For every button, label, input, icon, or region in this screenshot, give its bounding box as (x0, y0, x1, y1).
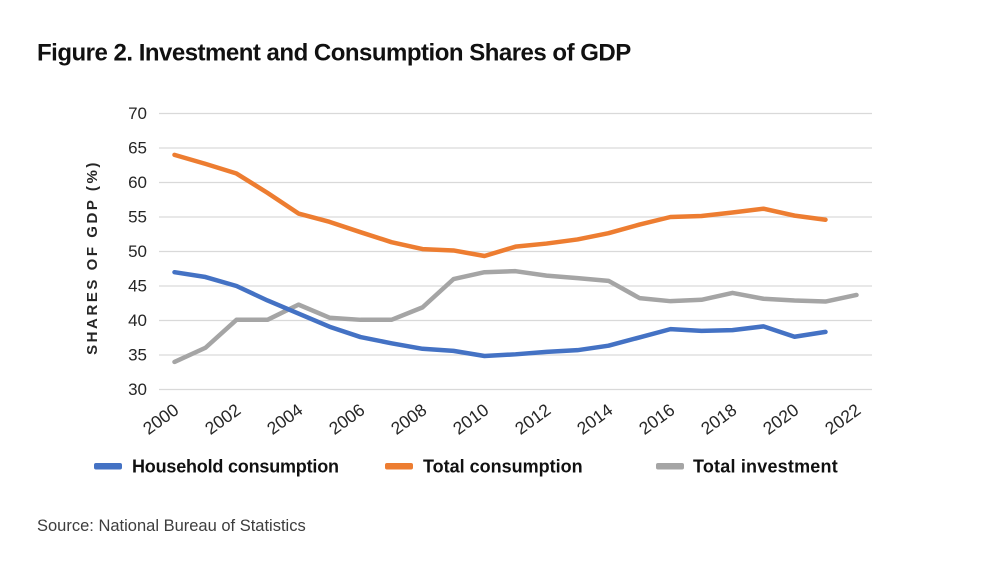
svg-text:35: 35 (128, 346, 147, 365)
svg-text:55: 55 (128, 208, 147, 227)
svg-text:Figure 2. Investment and Consu: Figure 2. Investment and Consumption Sha… (37, 40, 631, 67)
svg-text:40: 40 (128, 311, 147, 330)
svg-text:Household consumption: Household consumption (132, 457, 339, 477)
svg-text:60: 60 (128, 173, 147, 192)
svg-text:Source: National Bureau of Sta: Source: National Bureau of Statistics (37, 517, 306, 535)
svg-text:45: 45 (128, 277, 147, 296)
svg-text:50: 50 (128, 242, 147, 261)
svg-text:65: 65 (128, 139, 147, 158)
svg-text:70: 70 (128, 104, 147, 123)
svg-text:30: 30 (128, 380, 147, 399)
svg-text:Total investment: Total investment (693, 457, 838, 477)
svg-text:SHARES OF GDP (%): SHARES OF GDP (%) (84, 160, 101, 355)
svg-text:Total consumption: Total consumption (423, 457, 583, 477)
